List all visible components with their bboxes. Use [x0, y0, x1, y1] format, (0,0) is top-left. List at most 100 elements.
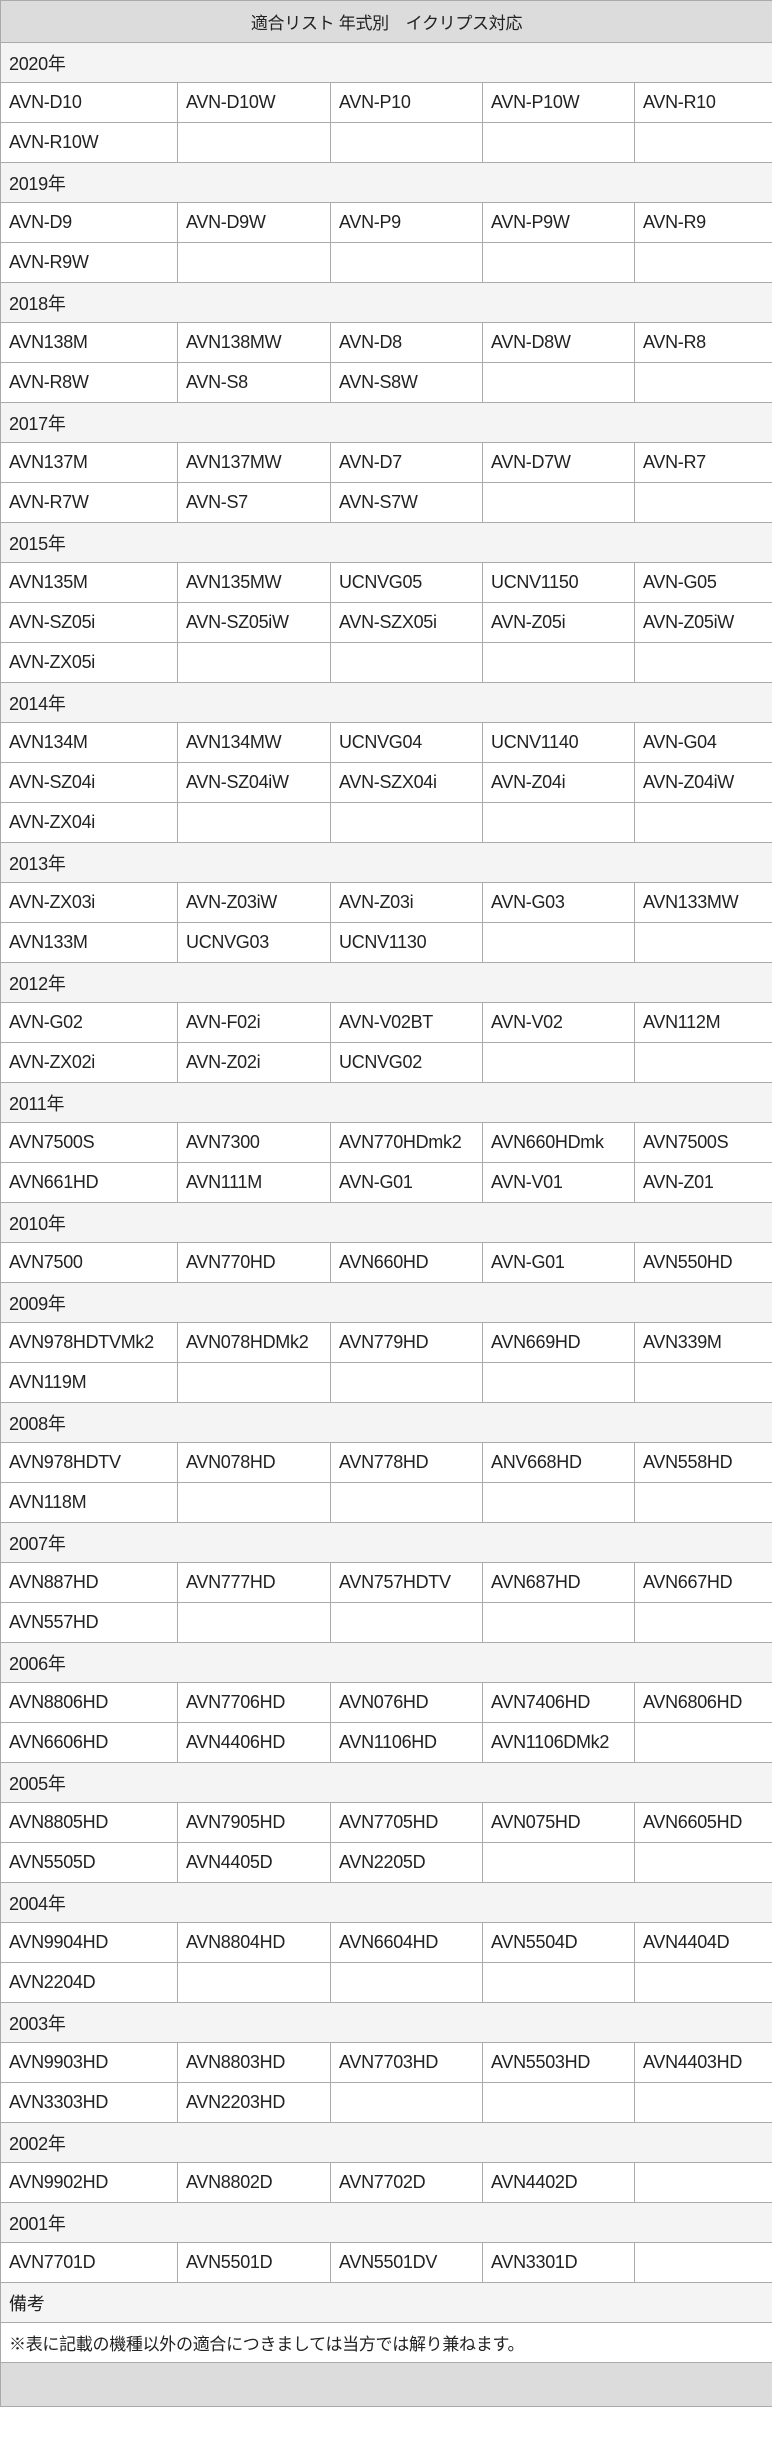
model-cell: AVN669HD — [482, 1322, 635, 1363]
model-cell: AVN-Z04iW — [633, 762, 772, 803]
table-body: 2020年 AVN-D10 AVN-D10W AVN-P10 AVN-P10W AVN-R… — [0, 42, 772, 2283]
empty-cell — [482, 1042, 635, 1083]
table-title: 適合リスト 年式別 イクリプス対応 — [0, 0, 772, 43]
model-row: AVN8805HD AVN7905HD AVN7705HD AVN075HD AVN66… — [0, 1802, 772, 1843]
model-cell: AVN-D9 — [0, 202, 178, 243]
empty-cell — [633, 922, 772, 963]
year-header-row: 2014年 — [0, 682, 772, 723]
model-cell: AVN9904HD — [0, 1922, 178, 1963]
table-footer-row — [0, 2362, 772, 2407]
model-cell: AVN8806HD — [0, 1682, 178, 1723]
model-cell: AVN-ZX04i — [0, 802, 178, 843]
model-cell: UCNV1130 — [330, 922, 483, 963]
model-row: AVN5505D AVN4405D AVN2205D — [0, 1842, 772, 1883]
model-cell: AVN-D10 — [0, 82, 178, 123]
model-cell: AVN7705HD — [330, 1802, 483, 1843]
year-header-row: 2011年 — [0, 1082, 772, 1123]
model-row: AVN119M — [0, 1362, 772, 1403]
year-label: 2001年 — [0, 2202, 772, 2243]
model-cell: AVN-F02i — [177, 1002, 331, 1043]
model-cell: AVN7500S — [633, 1122, 772, 1163]
model-cell: AVN-Z05iW — [633, 602, 772, 643]
model-cell: AVN5504D — [482, 1922, 635, 1963]
model-row: AVN-R10W — [0, 122, 772, 163]
model-cell: AVN6604HD — [330, 1922, 483, 1963]
model-row: AVN978HDTV AVN078HD AVN778HD ANV668HD AVN558… — [0, 1442, 772, 1483]
empty-cell — [177, 642, 331, 683]
remarks-text: ※表に記載の機種以外の適合につきましては当方では解り兼ねます。 — [0, 2322, 772, 2363]
model-cell: AVN4404D — [633, 1922, 772, 1963]
model-cell: AVN-ZX05i — [0, 642, 178, 683]
model-cell: AVN-R8W — [0, 362, 178, 403]
model-cell: AVN8803HD — [177, 2042, 331, 2083]
table-header-row: 適合リスト 年式別 イクリプス対応 — [0, 0, 772, 43]
model-cell: AVN-S7 — [177, 482, 331, 523]
model-row: AVN118M — [0, 1482, 772, 1523]
year-header-row: 2015年 — [0, 522, 772, 563]
model-cell: AVN-G04 — [633, 722, 772, 763]
model-cell: AVN119M — [0, 1362, 178, 1403]
model-row: AVN9904HD AVN8804HD AVN6604HD AVN5504D AVN44… — [0, 1922, 772, 1963]
model-cell: UCNV1140 — [482, 722, 635, 763]
model-cell: AVN-R9W — [0, 242, 178, 283]
empty-cell — [633, 242, 772, 283]
model-cell: AVN8805HD — [0, 1802, 178, 1843]
model-cell: AVN5503HD — [482, 2042, 635, 2083]
empty-cell — [633, 1482, 772, 1523]
model-cell: AVN138M — [0, 322, 178, 363]
empty-cell — [177, 1962, 331, 2003]
empty-cell — [177, 1362, 331, 1403]
model-cell: AVN7300 — [177, 1122, 331, 1163]
model-cell: AVN-D10W — [177, 82, 331, 123]
model-cell: AVN-R7W — [0, 482, 178, 523]
year-label: 2004年 — [0, 1882, 772, 1923]
model-row: AVN9903HD AVN8803HD AVN7703HD AVN5503HD AVN4… — [0, 2042, 772, 2083]
empty-cell — [633, 1362, 772, 1403]
year-header-row: 2003年 — [0, 2002, 772, 2043]
model-cell: AVN4405D — [177, 1842, 331, 1883]
model-row: AVN3303HD AVN2203HD — [0, 2082, 772, 2123]
year-label: 2020年 — [0, 42, 772, 83]
empty-cell — [330, 1962, 483, 2003]
year-label: 2017年 — [0, 402, 772, 443]
remarks-row: ※表に記載の機種以外の適合につきましては当方では解り兼ねます。 — [0, 2322, 772, 2363]
model-cell: AVN-D8W — [482, 322, 635, 363]
year-label: 2006年 — [0, 1642, 772, 1683]
empty-cell — [177, 1602, 331, 1643]
model-cell: AVN8802D — [177, 2162, 331, 2203]
model-cell: AVN-D9W — [177, 202, 331, 243]
model-cell: AVN-G02 — [0, 1002, 178, 1043]
model-cell: AVN4403HD — [633, 2042, 772, 2083]
empty-cell — [330, 1362, 483, 1403]
empty-cell — [482, 2082, 635, 2123]
model-cell: AVN-V02 — [482, 1002, 635, 1043]
empty-cell — [482, 1962, 635, 2003]
model-cell: AVN558HD — [633, 1442, 772, 1483]
model-cell: AVN135MW — [177, 562, 331, 603]
model-cell: AVN7701D — [0, 2242, 178, 2283]
model-cell: AVN-S8W — [330, 362, 483, 403]
empty-cell — [330, 242, 483, 283]
model-cell: AVN-Z05i — [482, 602, 635, 643]
model-cell: AVN667HD — [633, 1562, 772, 1603]
model-cell: AVN075HD — [482, 1802, 635, 1843]
year-label: 2010年 — [0, 1202, 772, 1243]
model-cell: AVN777HD — [177, 1562, 331, 1603]
year-label: 2007年 — [0, 1522, 772, 1563]
empty-cell — [177, 122, 331, 163]
empty-cell — [482, 1482, 635, 1523]
year-label: 2018年 — [0, 282, 772, 323]
table-footer — [0, 2362, 772, 2407]
year-label: 2002年 — [0, 2122, 772, 2163]
year-label: 2019年 — [0, 162, 772, 203]
model-cell: AVN-SZ05i — [0, 602, 178, 643]
model-row: AVN9902HD AVN8802D AVN7702D AVN4402D — [0, 2162, 772, 2203]
model-cell: AVN2205D — [330, 1842, 483, 1883]
year-label: 2014年 — [0, 682, 772, 723]
year-header-row: 2004年 — [0, 1882, 772, 1923]
model-cell: AVN2203HD — [177, 2082, 331, 2123]
model-cell: AVN-S8 — [177, 362, 331, 403]
empty-cell — [177, 1482, 331, 1523]
model-cell: ANV668HD — [482, 1442, 635, 1483]
year-header-row: 2018年 — [0, 282, 772, 323]
